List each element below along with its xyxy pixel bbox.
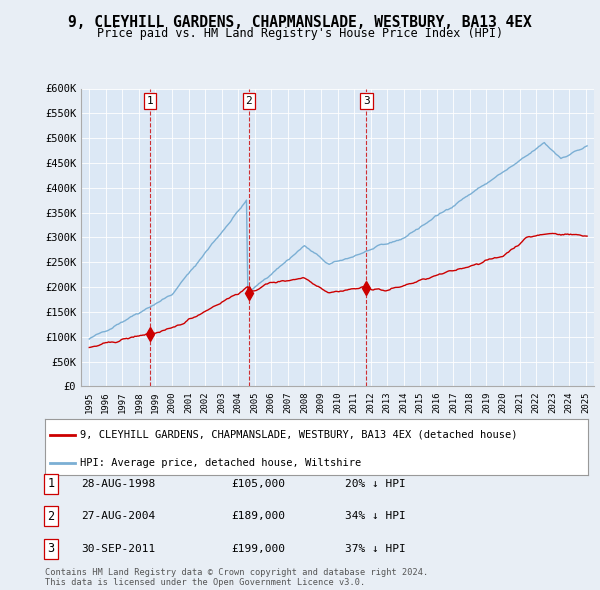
Text: £189,000: £189,000 [231,512,285,521]
Text: 2: 2 [47,510,55,523]
Text: 37% ↓ HPI: 37% ↓ HPI [345,544,406,553]
Text: 27-AUG-2004: 27-AUG-2004 [81,512,155,521]
Text: 3: 3 [363,96,370,106]
Text: 34% ↓ HPI: 34% ↓ HPI [345,512,406,521]
Text: 1: 1 [47,477,55,490]
Text: This data is licensed under the Open Government Licence v3.0.: This data is licensed under the Open Gov… [45,578,365,588]
Text: Price paid vs. HM Land Registry's House Price Index (HPI): Price paid vs. HM Land Registry's House … [97,27,503,40]
Text: 1: 1 [146,96,153,106]
Text: £105,000: £105,000 [231,479,285,489]
Text: 20% ↓ HPI: 20% ↓ HPI [345,479,406,489]
Text: 9, CLEYHILL GARDENS, CHAPMANSLADE, WESTBURY, BA13 4EX: 9, CLEYHILL GARDENS, CHAPMANSLADE, WESTB… [68,15,532,30]
Text: 9, CLEYHILL GARDENS, CHAPMANSLADE, WESTBURY, BA13 4EX (detached house): 9, CLEYHILL GARDENS, CHAPMANSLADE, WESTB… [80,430,518,440]
Text: 2: 2 [245,96,253,106]
Text: 30-SEP-2011: 30-SEP-2011 [81,544,155,553]
Text: 28-AUG-1998: 28-AUG-1998 [81,479,155,489]
Text: HPI: Average price, detached house, Wiltshire: HPI: Average price, detached house, Wilt… [80,458,362,468]
Text: 3: 3 [47,542,55,555]
Text: £199,000: £199,000 [231,544,285,553]
Text: Contains HM Land Registry data © Crown copyright and database right 2024.: Contains HM Land Registry data © Crown c… [45,568,428,577]
